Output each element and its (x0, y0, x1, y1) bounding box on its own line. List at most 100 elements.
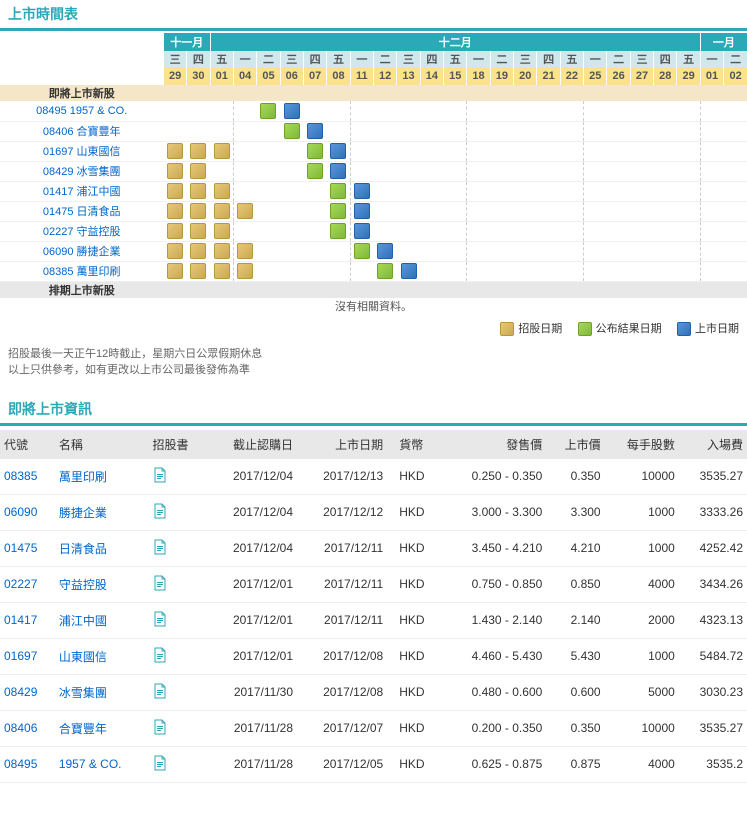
th-listdate[interactable]: 上市日期 (297, 430, 387, 459)
cell-name[interactable]: 合寶豐年 (55, 710, 149, 746)
cell-code[interactable]: 01475 (0, 530, 55, 566)
gantt-cell (163, 201, 186, 221)
cell-code[interactable]: 08385 (0, 459, 55, 495)
gantt-cell (374, 241, 397, 261)
no-data: 沒有相關資料。 (0, 298, 747, 314)
document-icon[interactable] (153, 719, 167, 735)
cell-offer: 0.480 - 0.600 (442, 674, 546, 710)
cell-code[interactable]: 08429 (0, 674, 55, 710)
table-row: 01417 浦江中國 2017/12/01 2017/12/11 HKD 1.4… (0, 602, 747, 638)
cell-code[interactable]: 08406 (0, 710, 55, 746)
cell-deadline: 2017/12/01 (207, 638, 297, 674)
cell-code[interactable]: 02227 (0, 566, 55, 602)
cell-listdate: 2017/12/12 (297, 494, 387, 530)
th-code[interactable]: 代號 (0, 430, 55, 459)
cell-code[interactable]: 01417 (0, 602, 55, 638)
cell-lot: 1000 (605, 530, 679, 566)
legend-gold-box (500, 322, 514, 336)
gantt-cell (210, 241, 233, 261)
note-line: 以上只供參考，如有更改以上市公司最後發佈為準 (8, 362, 739, 379)
cell-currency: HKD (387, 602, 442, 638)
info-title: 即將上市資訊 (8, 401, 92, 417)
cell-name[interactable]: 冰雪集團 (55, 674, 149, 710)
stock-row-label[interactable]: 01475 日清食品 (0, 201, 163, 221)
legend-green-box (578, 322, 592, 336)
document-icon[interactable] (153, 539, 167, 555)
cell-deadline: 2017/12/04 (207, 494, 297, 530)
cell-doc[interactable] (149, 746, 207, 782)
cell-deadline: 2017/12/04 (207, 530, 297, 566)
cell-name[interactable]: 山東國信 (55, 638, 149, 674)
cell-currency: HKD (387, 746, 442, 782)
th-deadline[interactable]: 截止認購日 (207, 430, 297, 459)
th-currency[interactable]: 貨幣 (387, 430, 442, 459)
cell-currency: HKD (387, 459, 442, 495)
gantt-cell (303, 141, 326, 161)
th-prospectus[interactable]: 招股書 (149, 430, 207, 459)
cell-listdate: 2017/12/13 (297, 459, 387, 495)
gantt-cell (187, 241, 210, 261)
document-icon[interactable] (153, 503, 167, 519)
gantt-cell (327, 141, 350, 161)
stock-row-label[interactable]: 08495 1957 & CO. (0, 101, 163, 121)
cell-code[interactable]: 06090 (0, 494, 55, 530)
gantt-cell (210, 261, 233, 281)
th-fee[interactable]: 入場費 (679, 430, 747, 459)
cell-doc[interactable] (149, 530, 207, 566)
cell-deadline: 2017/12/01 (207, 566, 297, 602)
stock-row-label[interactable]: 08385 萬里印刷 (0, 261, 163, 281)
timeline-table: 十一月十二月一月三四五一二三四五一二三四五一二三四五一二三四五一二2930010… (0, 33, 747, 314)
cell-fee: 3535.27 (679, 710, 747, 746)
cell-doc[interactable] (149, 638, 207, 674)
cell-doc[interactable] (149, 602, 207, 638)
th-offer[interactable]: 發售價 (442, 430, 546, 459)
legend: 招股日期 公布結果日期 上市日期 (0, 314, 747, 342)
cell-name[interactable]: 1957 & CO. (55, 746, 149, 782)
cell-lot: 4000 (605, 566, 679, 602)
table-row: 08406 合寶豐年 2017/11/28 2017/12/07 HKD 0.2… (0, 710, 747, 746)
cell-currency: HKD (387, 494, 442, 530)
document-icon[interactable] (153, 611, 167, 627)
document-icon[interactable] (153, 647, 167, 663)
gantt-cell (397, 261, 420, 281)
cell-doc[interactable] (149, 674, 207, 710)
cell-offer: 4.460 - 5.430 (442, 638, 546, 674)
info-header: 即將上市資訊 (0, 395, 747, 426)
stock-row-label[interactable]: 08429 冰雪集團 (0, 161, 163, 181)
cell-deadline: 2017/12/01 (207, 602, 297, 638)
cell-name[interactable]: 守益控股 (55, 566, 149, 602)
stock-row-label[interactable]: 06090 勝捷企業 (0, 241, 163, 261)
th-listprice[interactable]: 上市價 (546, 430, 604, 459)
cell-fee: 4323.13 (679, 602, 747, 638)
gantt-cell (233, 241, 256, 261)
gantt-cell (233, 261, 256, 281)
document-icon[interactable] (153, 467, 167, 483)
info-table: 代號 名稱 招股書 截止認購日 上市日期 貨幣 發售價 上市價 每手股數 入場費… (0, 430, 747, 783)
cell-listdate: 2017/12/07 (297, 710, 387, 746)
cell-code[interactable]: 08495 (0, 746, 55, 782)
gantt-cell (210, 201, 233, 221)
stock-row-label[interactable]: 08406 合寶豐年 (0, 121, 163, 141)
th-lot[interactable]: 每手股數 (605, 430, 679, 459)
cell-doc[interactable] (149, 566, 207, 602)
gantt-cell (257, 101, 280, 121)
cell-offer: 0.200 - 0.350 (442, 710, 546, 746)
cell-doc[interactable] (149, 494, 207, 530)
cell-doc[interactable] (149, 710, 207, 746)
document-icon[interactable] (153, 755, 167, 771)
th-name[interactable]: 名稱 (55, 430, 149, 459)
document-icon[interactable] (153, 683, 167, 699)
document-icon[interactable] (153, 575, 167, 591)
cell-listdate: 2017/12/11 (297, 602, 387, 638)
cell-doc[interactable] (149, 459, 207, 495)
cell-code[interactable]: 01697 (0, 638, 55, 674)
cell-name[interactable]: 勝捷企業 (55, 494, 149, 530)
cell-name[interactable]: 日清食品 (55, 530, 149, 566)
gantt-cell (187, 181, 210, 201)
stock-row-label[interactable]: 01697 山東國信 (0, 141, 163, 161)
gantt-cell (163, 261, 186, 281)
cell-name[interactable]: 浦江中國 (55, 602, 149, 638)
stock-row-label[interactable]: 02227 守益控股 (0, 221, 163, 241)
cell-name[interactable]: 萬里印刷 (55, 459, 149, 495)
stock-row-label[interactable]: 01417 浦江中國 (0, 181, 163, 201)
